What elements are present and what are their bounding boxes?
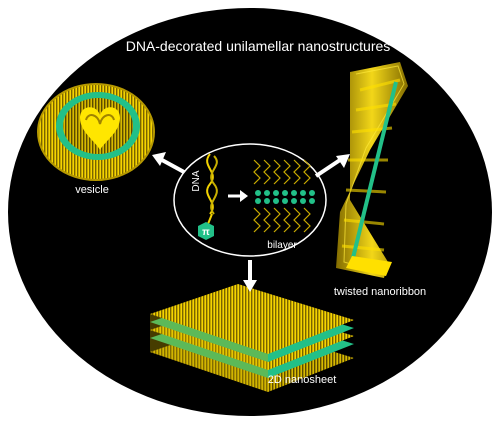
vesicle-label: vesicle — [75, 184, 109, 196]
nanosheet-illustration — [150, 284, 354, 392]
dna-strand — [206, 153, 218, 225]
bilayer-illustration — [253, 159, 315, 233]
pi-label: π — [202, 227, 210, 238]
pi-hexagon — [198, 222, 214, 240]
twisted-nanoribbon-illustration — [336, 62, 408, 278]
nanosheet-label: 2D nanosheet — [268, 374, 337, 386]
arrow-to-vesicle — [152, 152, 185, 174]
twisted-nanoribbon-label: twisted nanoribbon — [334, 286, 426, 298]
center-panel: DNA π bilayer — [173, 143, 327, 257]
bilayer-label: bilayer — [267, 240, 297, 251]
dna-label: DNA — [191, 170, 202, 191]
arrow-to-nanoribbon — [314, 154, 350, 178]
vesicle-illustration — [37, 83, 155, 181]
arrow-to-nanosheet — [243, 260, 257, 292]
diagram-title: DNA-decorated unilamellar nanostructures — [126, 38, 391, 54]
center-arrow — [228, 190, 248, 202]
